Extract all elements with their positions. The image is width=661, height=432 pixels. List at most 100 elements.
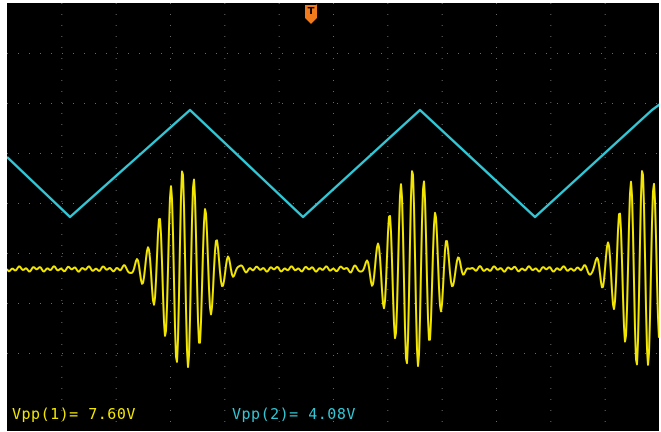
grid-dot [62, 303, 63, 304]
grid-dot [315, 253, 316, 254]
grid-dot [172, 353, 173, 354]
grid-dot [557, 103, 558, 104]
grid-dot [227, 153, 228, 154]
grid-dot [315, 103, 316, 104]
grid-dot [387, 212, 389, 213]
grid-dot [491, 203, 492, 204]
grid-dot [61, 14, 63, 15]
grid-dot [73, 53, 74, 54]
grid-dot [271, 253, 272, 254]
grid-dot [634, 353, 635, 354]
grid-dot [278, 421, 280, 422]
grid-dot [458, 203, 459, 204]
grid-dot [491, 153, 492, 154]
trigger-position-marker[interactable]: T [304, 0, 321, 26]
grid-dot [579, 53, 580, 54]
grid-dot [61, 212, 63, 213]
grid-dot [568, 353, 569, 354]
grid-dot [183, 53, 184, 54]
grid-dot [170, 234, 171, 235]
grid-dot [278, 300, 280, 301]
grid-dot [403, 203, 404, 204]
trigger-label: T [307, 6, 315, 17]
grid-dot [447, 153, 448, 154]
grid-dot [315, 353, 316, 354]
grid-dot [436, 303, 437, 304]
grid-dot [40, 153, 41, 154]
grid-dot [293, 303, 294, 304]
grid-dot [601, 153, 602, 154]
grid-dot [550, 14, 552, 15]
grid-dot [590, 103, 591, 104]
grid-dot [249, 303, 250, 304]
grid-dot [115, 377, 117, 378]
grid-dot [337, 53, 338, 54]
grid-dot [224, 168, 226, 169]
grid-dot [326, 203, 327, 204]
grid-dot [656, 303, 657, 304]
grid-dot [51, 103, 52, 104]
grid-dot [333, 58, 334, 59]
grid-dot [381, 153, 382, 154]
grid-dot [183, 153, 184, 154]
grid-dot [387, 300, 389, 301]
grid-dot [40, 53, 41, 54]
grid-dot [496, 355, 497, 356]
grid-dot [601, 103, 602, 104]
grid-dot [612, 253, 613, 254]
grid-dot [139, 103, 140, 104]
grid-dot [441, 69, 443, 70]
grid-dot [7, 253, 8, 254]
grid-dot [278, 256, 280, 257]
grid-dot [224, 223, 226, 224]
grid-dot [115, 388, 117, 389]
grid-dot [604, 14, 606, 15]
grid-dot [458, 103, 459, 104]
grid-dot [387, 124, 389, 125]
grid-dot [224, 234, 226, 235]
grid-dot [61, 245, 63, 246]
grid-dot [387, 289, 389, 290]
grid-dot [224, 102, 226, 103]
grid-dot [73, 353, 74, 354]
grid-dot [139, 203, 140, 204]
grid-dot [333, 146, 334, 147]
grid-dot [436, 203, 437, 204]
grid-dot [441, 223, 443, 224]
grid-dot [392, 203, 393, 204]
grid-dot [441, 399, 443, 400]
grid-dot [550, 179, 552, 180]
grid-dot [304, 103, 305, 104]
grid-dot [604, 91, 606, 92]
grid-dot [333, 234, 334, 235]
grid-dot [183, 353, 184, 354]
grid-dot [604, 69, 606, 70]
grid-dot [260, 203, 261, 204]
grid-dot [115, 80, 117, 81]
grid-dot [216, 153, 217, 154]
grid-dot [480, 353, 481, 354]
grid-dot [387, 190, 389, 191]
grid-dot [387, 278, 389, 279]
grid-dot [249, 203, 250, 204]
grid-dot [387, 410, 389, 411]
grid-dot [387, 69, 389, 70]
grid-dot [387, 201, 389, 202]
grid-dot [194, 53, 195, 54]
grid-dot [370, 303, 371, 304]
grid-dot [278, 399, 280, 400]
grid-dot [480, 303, 481, 304]
grid-dot [604, 355, 606, 356]
grid-dot [387, 14, 389, 15]
grid-dot [61, 3, 63, 4]
grid-dot [61, 47, 63, 48]
grid-dot [170, 58, 171, 59]
grid-dot [441, 278, 443, 279]
grid-dot [62, 103, 63, 104]
grid-dot [612, 353, 613, 354]
grid-dot [623, 253, 624, 254]
grid-dot [550, 410, 552, 411]
ch2-vpp-readout: Vpp(2)= 4.08V [232, 405, 356, 423]
grid-dot [150, 103, 151, 104]
grid-dot [387, 113, 389, 114]
